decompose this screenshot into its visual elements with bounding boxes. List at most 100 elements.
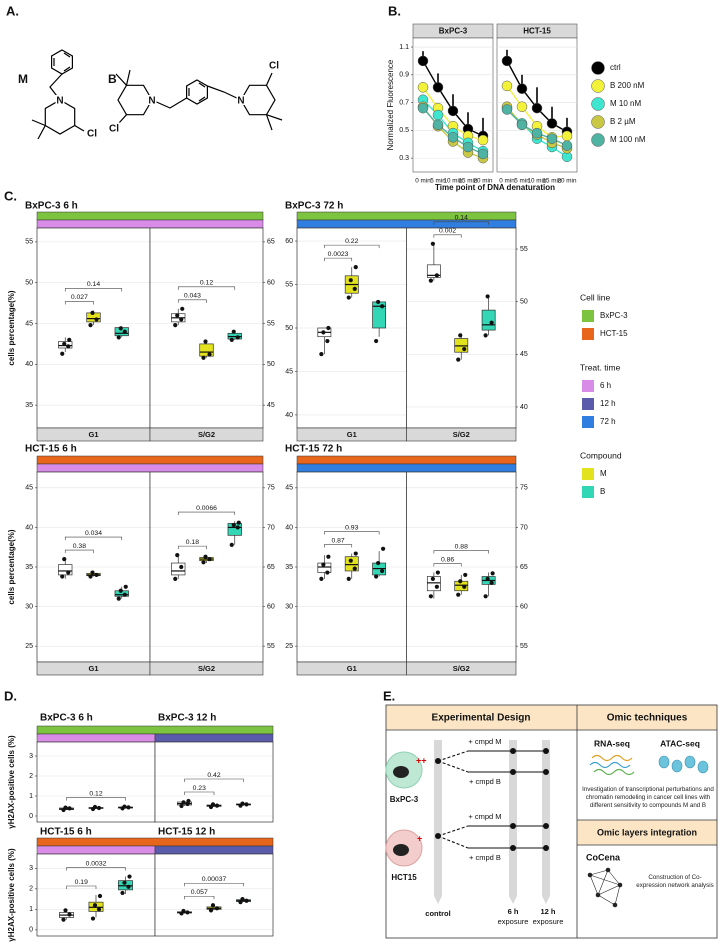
p-value: 0.0032 [86,860,107,867]
omics-description: Investigation of transcriptional perturb… [582,786,714,810]
timepoint-labels: control 6 h exposure 12 h exposure [425,907,563,926]
legend-label: M 100 nM [610,135,646,144]
point [214,906,220,911]
section-title: Omic techniques [607,713,688,724]
facet-label: G1 [88,430,98,439]
x-tick-label: 10 min [528,178,547,185]
panel-label: C. [4,188,17,203]
header-bg [577,705,717,730]
method: RNA-seq [594,738,630,748]
description-box: Investigation of transcriptional perturb… [582,786,714,810]
facet-title: BxPC-3 [439,27,468,36]
point [458,333,463,338]
point [501,55,513,67]
point [483,594,488,599]
y-axis-title: cells percentage(%) [7,290,16,365]
y-tick-label: 55 [520,643,528,650]
bracket [177,511,236,516]
cell-line-label: HCT15 [391,873,417,882]
point [516,119,528,131]
timepoint-note: exposure [498,917,529,926]
point [417,55,429,67]
point [94,572,99,578]
point [501,80,513,92]
y-tick-label: 25 [285,643,293,650]
rna-icon [589,754,635,776]
y-tick-label: 35 [285,564,293,571]
bracket [64,288,123,292]
point [63,805,68,810]
y-tick-label: 65 [267,239,275,246]
y-tick-label: 0.9 [399,72,409,79]
bracket [64,301,94,305]
point [126,805,131,810]
point [118,588,123,593]
legend-label: B [600,487,605,496]
y-tick-label: 50 [285,325,293,332]
treatment-lines [437,750,546,849]
strip [154,845,274,855]
compound-label: B [108,72,117,86]
point [238,900,243,905]
y-tick-label: 40 [520,404,528,411]
y-tick-label: 1.1 [399,44,409,51]
legend-swatch [591,61,605,75]
facet-label: S/G2 [453,664,470,673]
p-value: 0.14 [87,281,100,288]
point [483,333,488,338]
y-tick-label: 25 [25,643,33,650]
legend-title: Cell line [580,292,611,302]
treatment-label: + cmpd M [468,737,501,746]
y-tick-label: 40 [285,412,293,419]
facet-label-strip [149,427,264,442]
y-tick-label: 2 [29,773,33,780]
strip [36,845,156,855]
y-tick-label: 75 [267,485,275,492]
atom: Cl [87,129,97,140]
y-tick-label: 45 [285,368,293,375]
point [326,554,331,559]
p-value: 0.42 [207,772,220,779]
treatment-label: + cmpd M [468,812,501,821]
plot-panel [37,742,155,822]
point [180,306,185,311]
point [374,574,379,579]
x-tick-label: 0 min [415,178,431,185]
y-tick-label: 45 [25,320,33,327]
point [185,910,190,915]
y-tick-label: 30 [25,603,33,610]
point [319,576,324,581]
point [173,323,178,328]
p-value: 0.12 [89,790,102,797]
point [67,912,72,917]
y-tick-label: 50 [25,280,33,287]
plot-panel [150,228,263,428]
point [561,130,573,142]
legend-label: M [600,469,607,478]
legend-label: M 10 nM [610,99,641,108]
y-axis-title: Normalized Fluorescence [386,59,395,150]
legend-label: HCT-15 [600,329,628,338]
point [447,105,459,117]
y-axis-title: γH2AX-positive cells (%) [7,848,16,942]
point [94,317,99,322]
facet-title: BxPC-3 6 h [40,713,93,724]
plot-panel [155,742,273,822]
point [67,337,72,342]
timepoint-dots [435,748,549,851]
bracket [433,550,489,554]
point [175,313,180,318]
point [96,907,102,912]
y-tick-label: 60 [520,603,528,610]
point [201,355,206,360]
bracket [184,791,215,795]
point [348,558,353,563]
y-tick-label: 0 [29,813,33,820]
point [61,917,66,922]
point [127,874,132,879]
time-arrows [434,740,550,904]
p-value: 0.14 [455,215,468,222]
integration-description: Construction of Co-expression network an… [636,874,714,890]
y-tick-label: 0.3 [399,155,409,162]
